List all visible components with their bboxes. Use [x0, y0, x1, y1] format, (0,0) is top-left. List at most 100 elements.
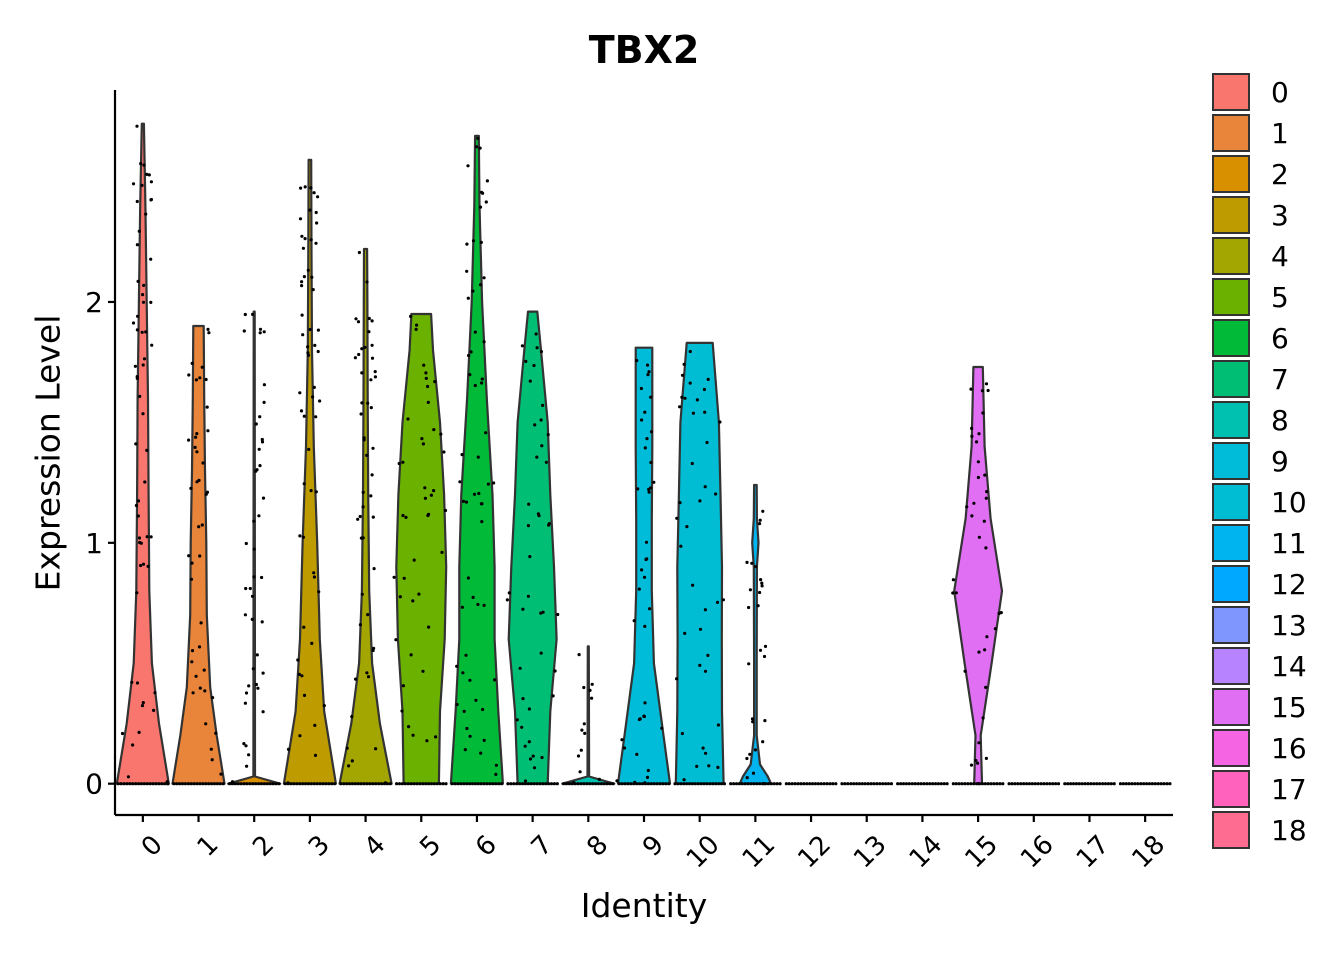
data-point: [327, 782, 331, 786]
data-point: [652, 782, 656, 786]
data-point: [643, 446, 647, 450]
data-point: [187, 373, 191, 377]
data-point: [1019, 782, 1023, 786]
data-point: [401, 460, 405, 464]
data-point: [409, 314, 413, 318]
data-point: [360, 592, 364, 596]
data-point: [1145, 782, 1149, 786]
violin-group-0: [115, 122, 170, 786]
data-point: [1063, 782, 1067, 786]
data-point: [714, 782, 718, 786]
data-point: [247, 684, 251, 688]
violin-group-2: [227, 310, 282, 786]
violin-7: [507, 310, 558, 785]
data-point: [365, 280, 369, 284]
data-point: [298, 734, 302, 738]
data-point: [366, 401, 370, 405]
data-point: [1130, 782, 1134, 786]
data-point: [149, 535, 153, 539]
data-point: [398, 595, 402, 599]
data-point: [642, 575, 647, 579]
data-point: [740, 782, 744, 786]
data-point: [755, 782, 759, 786]
data-point: [690, 461, 694, 466]
data-point: [635, 358, 639, 363]
data-point: [262, 400, 266, 404]
data-point: [476, 602, 480, 607]
data-point: [209, 747, 213, 751]
data-point: [743, 782, 747, 786]
data-point: [215, 782, 219, 786]
data-point: [981, 716, 985, 720]
data-point: [945, 782, 949, 786]
data-point: [409, 782, 413, 786]
data-point: [540, 755, 544, 760]
data-point: [458, 480, 462, 484]
data-point: [330, 782, 334, 786]
data-point: [258, 327, 263, 331]
data-point: [227, 782, 232, 786]
data-point: [242, 742, 246, 746]
data-point: [970, 434, 974, 438]
data-point: [415, 323, 419, 327]
data-point: [316, 195, 320, 199]
data-point: [485, 782, 489, 786]
data-point: [984, 756, 989, 761]
data-point: [251, 312, 255, 316]
data-point: [313, 343, 317, 347]
data-point: [925, 782, 929, 786]
data-point: [886, 782, 891, 786]
data-point: [582, 722, 586, 726]
data-point: [139, 563, 143, 568]
data-point: [122, 782, 126, 786]
data-point: [486, 482, 490, 486]
violin-group-8: [561, 645, 616, 786]
data-point: [194, 435, 198, 439]
data-point: [461, 671, 465, 675]
data-point: [541, 610, 545, 614]
data-point: [539, 350, 544, 354]
data-point: [509, 782, 513, 786]
data-point: [434, 735, 438, 739]
data-point: [135, 591, 139, 595]
data-point: [303, 782, 308, 786]
data-point: [230, 782, 234, 786]
data-point: [547, 782, 551, 786]
data-point: [311, 288, 315, 292]
data-point: [370, 473, 374, 477]
data-point: [1007, 782, 1011, 786]
data-point: [1039, 782, 1043, 786]
data-point: [298, 782, 302, 786]
data-point: [359, 412, 363, 416]
violin-group-3: [282, 158, 337, 786]
data-point: [556, 612, 560, 617]
data-point: [1056, 782, 1061, 786]
data-point: [570, 782, 574, 786]
data-point: [256, 686, 260, 690]
data-point: [260, 437, 264, 442]
data-point: [192, 782, 196, 786]
data-point: [680, 373, 685, 377]
x-tick-label: 7: [526, 830, 559, 863]
data-point: [401, 684, 405, 688]
data-point: [985, 490, 989, 494]
data-point: [1033, 782, 1037, 786]
violin-3: [282, 158, 337, 785]
data-point: [535, 782, 539, 786]
data-point: [866, 782, 870, 786]
data-point: [308, 208, 312, 212]
data-point: [131, 182, 136, 186]
data-point: [796, 782, 800, 786]
violin-15: [953, 365, 1004, 785]
data-point: [412, 558, 416, 562]
data-point: [747, 605, 751, 610]
data-point: [1162, 782, 1166, 786]
data-point: [579, 782, 583, 786]
data-point: [425, 739, 429, 743]
data-point: [939, 782, 943, 786]
data-point: [680, 731, 685, 736]
data-point: [704, 751, 708, 755]
data-point: [638, 782, 642, 786]
data-point: [970, 514, 974, 518]
